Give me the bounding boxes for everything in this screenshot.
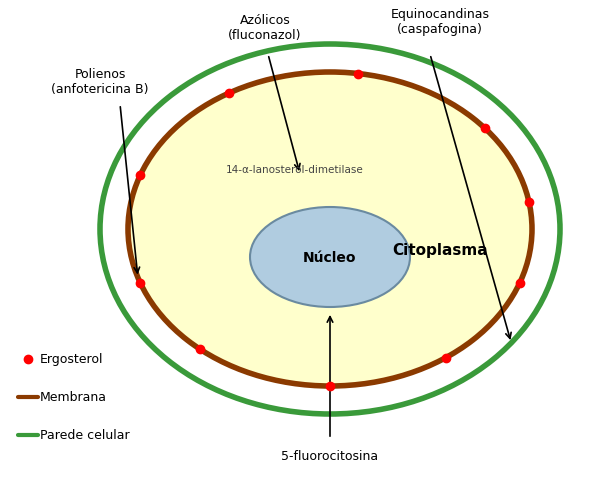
Text: 5-fluorocitosina: 5-fluorocitosina [281, 450, 379, 463]
Text: Parede celular: Parede celular [40, 429, 130, 441]
Ellipse shape [250, 208, 410, 307]
Text: Azólicos
(fluconazol): Azólicos (fluconazol) [228, 14, 302, 42]
Ellipse shape [128, 73, 532, 386]
Text: Equinocandinas
(caspafogina): Equinocandinas (caspafogina) [391, 8, 489, 36]
Text: Ergosterol: Ergosterol [40, 353, 103, 366]
Text: Polienos
(anfotericina B): Polienos (anfotericina B) [51, 68, 149, 96]
Text: Núcleo: Núcleo [303, 251, 357, 264]
Text: Citoplasma: Citoplasma [392, 242, 488, 257]
Text: Membrana: Membrana [40, 391, 107, 404]
Text: 14-α-lanosterol-dimetilase: 14-α-lanosterol-dimetilase [226, 165, 364, 175]
